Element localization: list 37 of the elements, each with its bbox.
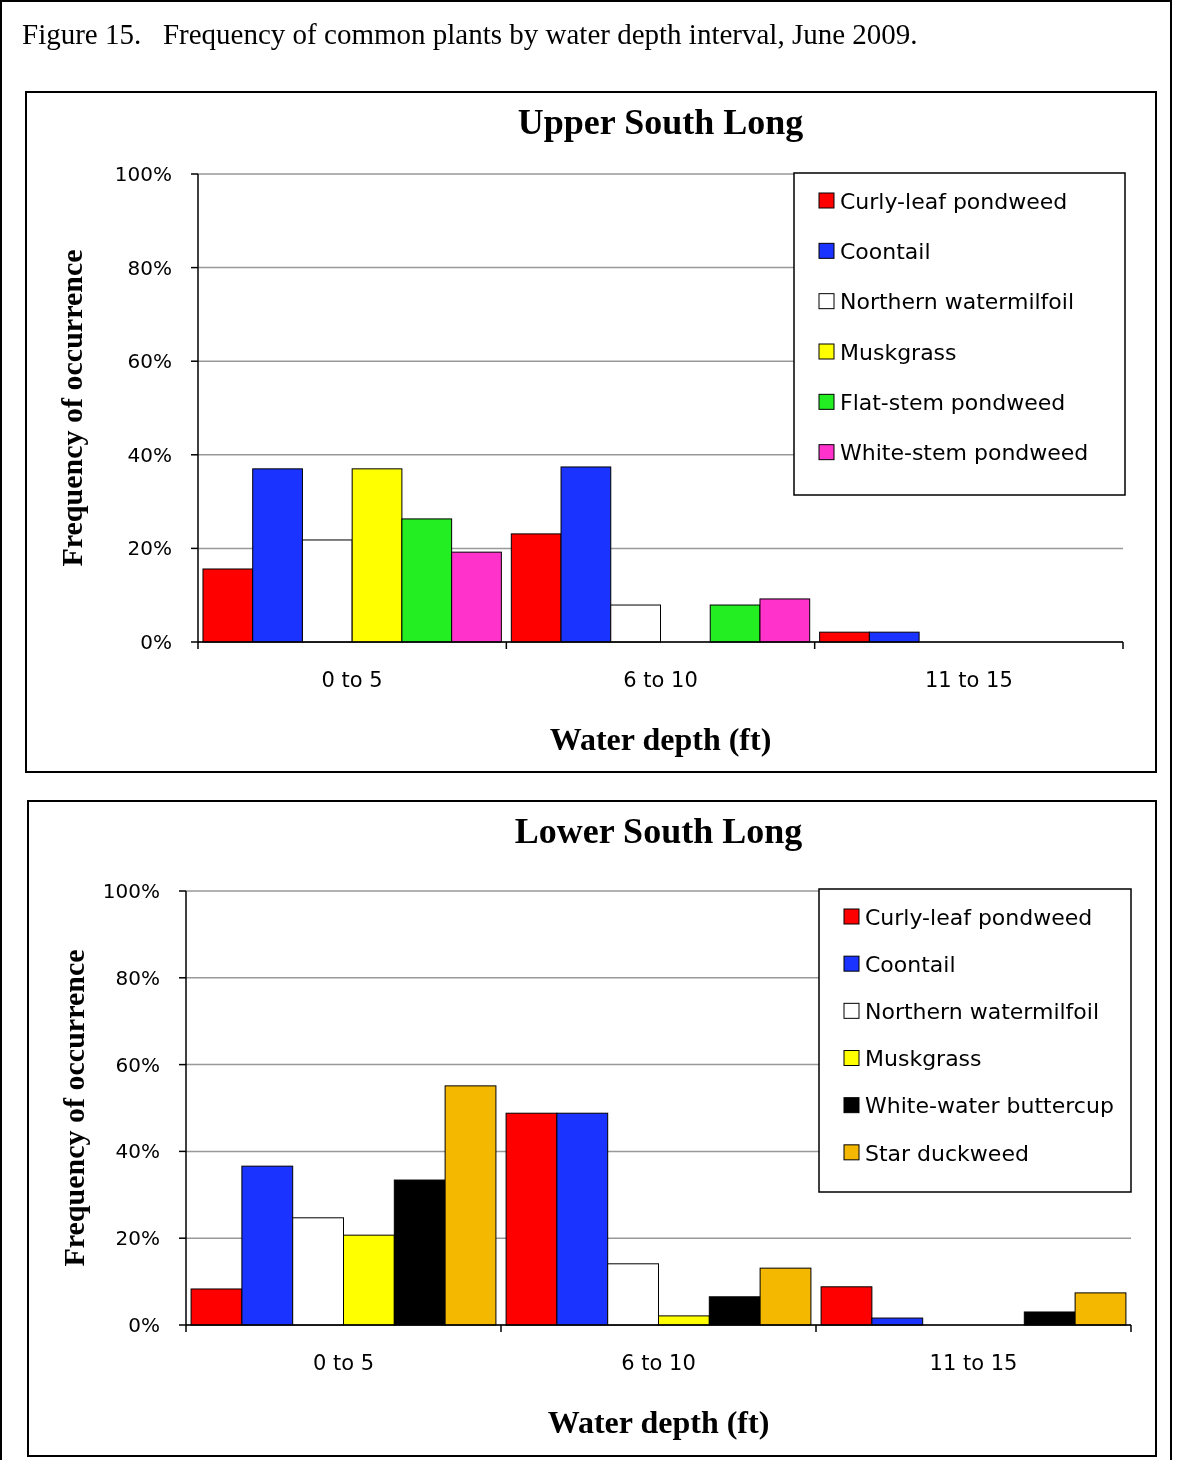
y-tick-label: 0% <box>128 1313 160 1337</box>
legend-label: Flat-stem pondweed <box>840 390 1066 416</box>
legend-label: Northern watermilfoil <box>865 999 1100 1025</box>
y-tick-label: 80% <box>127 255 172 280</box>
y-tick-label: 100% <box>114 162 172 186</box>
y-axis-title: Frequency of occurrence <box>55 249 88 567</box>
y-tick-label: 80% <box>115 965 160 990</box>
legend-label: Coontail <box>840 239 931 265</box>
x-axis-title: Water depth (ft) <box>547 1404 770 1440</box>
chart-title: Upper South Long <box>517 102 804 142</box>
legend-label: Coontail <box>865 951 956 977</box>
x-tick-label: 0 to 5 <box>321 668 383 692</box>
legend-label: Northern watermilfoil <box>840 289 1075 315</box>
x-tick-label: 6 to 10 <box>621 1351 696 1375</box>
y-tick-label: 60% <box>115 1052 160 1077</box>
x-tick-label: 0 to 5 <box>312 1351 375 1375</box>
chart-title: Lower South Long <box>514 811 803 851</box>
y-axis-title: Frequency of occurrence <box>57 949 90 1267</box>
y-tick-label: 20% <box>115 1226 160 1251</box>
legend-label: Curly-leaf pondweed <box>840 188 1068 214</box>
legend-label: White-water buttercup <box>865 1093 1114 1119</box>
x-axis-title: Water depth (ft) <box>549 721 772 757</box>
y-tick-label: 60% <box>127 349 172 374</box>
legend-label: Muskgrass <box>865 1046 982 1072</box>
caption: Figure 15. Frequency of common plants by water depth interval, June 2009. <box>22 18 918 50</box>
x-tick-label: 11 to 15 <box>924 668 1013 692</box>
legend-label: Muskgrass <box>840 339 957 365</box>
y-tick-label: 0% <box>140 630 172 654</box>
x-tick-label: 6 to 10 <box>623 668 698 692</box>
legend-label: Star duckweed <box>865 1140 1029 1166</box>
y-tick-label: 20% <box>127 536 172 561</box>
legend-label: Curly-leaf pondweed <box>865 904 1093 930</box>
y-tick-label: 100% <box>102 879 160 903</box>
y-tick-label: 40% <box>115 1139 160 1164</box>
x-tick-label: 11 to 15 <box>929 1351 1018 1375</box>
y-tick-label: 40% <box>127 442 172 467</box>
legend-label: White-stem pondweed <box>840 440 1089 466</box>
